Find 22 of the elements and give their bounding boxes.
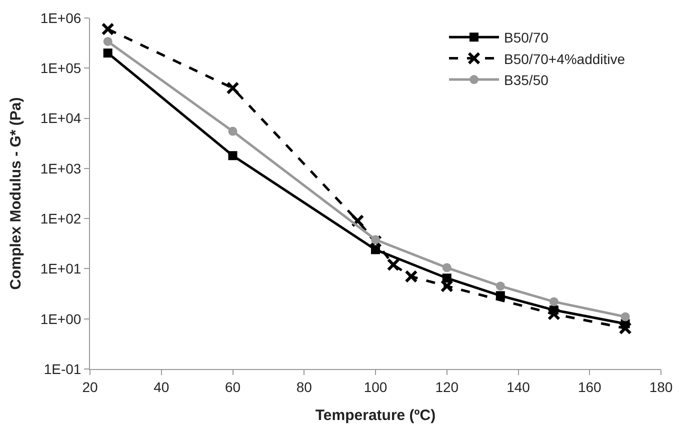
y-tick-label: 1E+04 (40, 110, 82, 126)
x-tick-label: 60 (224, 378, 241, 395)
y-tick-label: 1E+00 (40, 310, 82, 327)
x-tick-label: 40 (154, 378, 170, 395)
legend-label: B50/70 (504, 30, 549, 46)
x-tick-label: 20 (82, 378, 98, 395)
y-tick-label: 1E+03 (40, 160, 82, 176)
x-axis-title: Temperature (ºC) (315, 406, 436, 424)
x-tick-label: 120 (435, 378, 459, 395)
y-tick-label: 1E+06 (40, 10, 82, 26)
y-tick-label: 1E+05 (40, 60, 82, 76)
x-tick-label: 140 (506, 378, 530, 395)
legend-label: B50/70+4%additive (504, 50, 626, 67)
x-tick-label: 100 (364, 378, 388, 395)
y-axis-title: Complex Modulus - G* (Pa) (8, 97, 25, 290)
x-tick-label: 160 (578, 378, 602, 395)
y-tick-label: 1E+02 (40, 210, 82, 226)
y-tick-label: 1E+01 (40, 260, 82, 277)
y-tick-label: 1E-01 (44, 360, 82, 377)
x-tick-label: 180 (649, 378, 673, 395)
legend-label: B35/50 (504, 72, 549, 88)
x-tick-label: 80 (296, 378, 312, 395)
